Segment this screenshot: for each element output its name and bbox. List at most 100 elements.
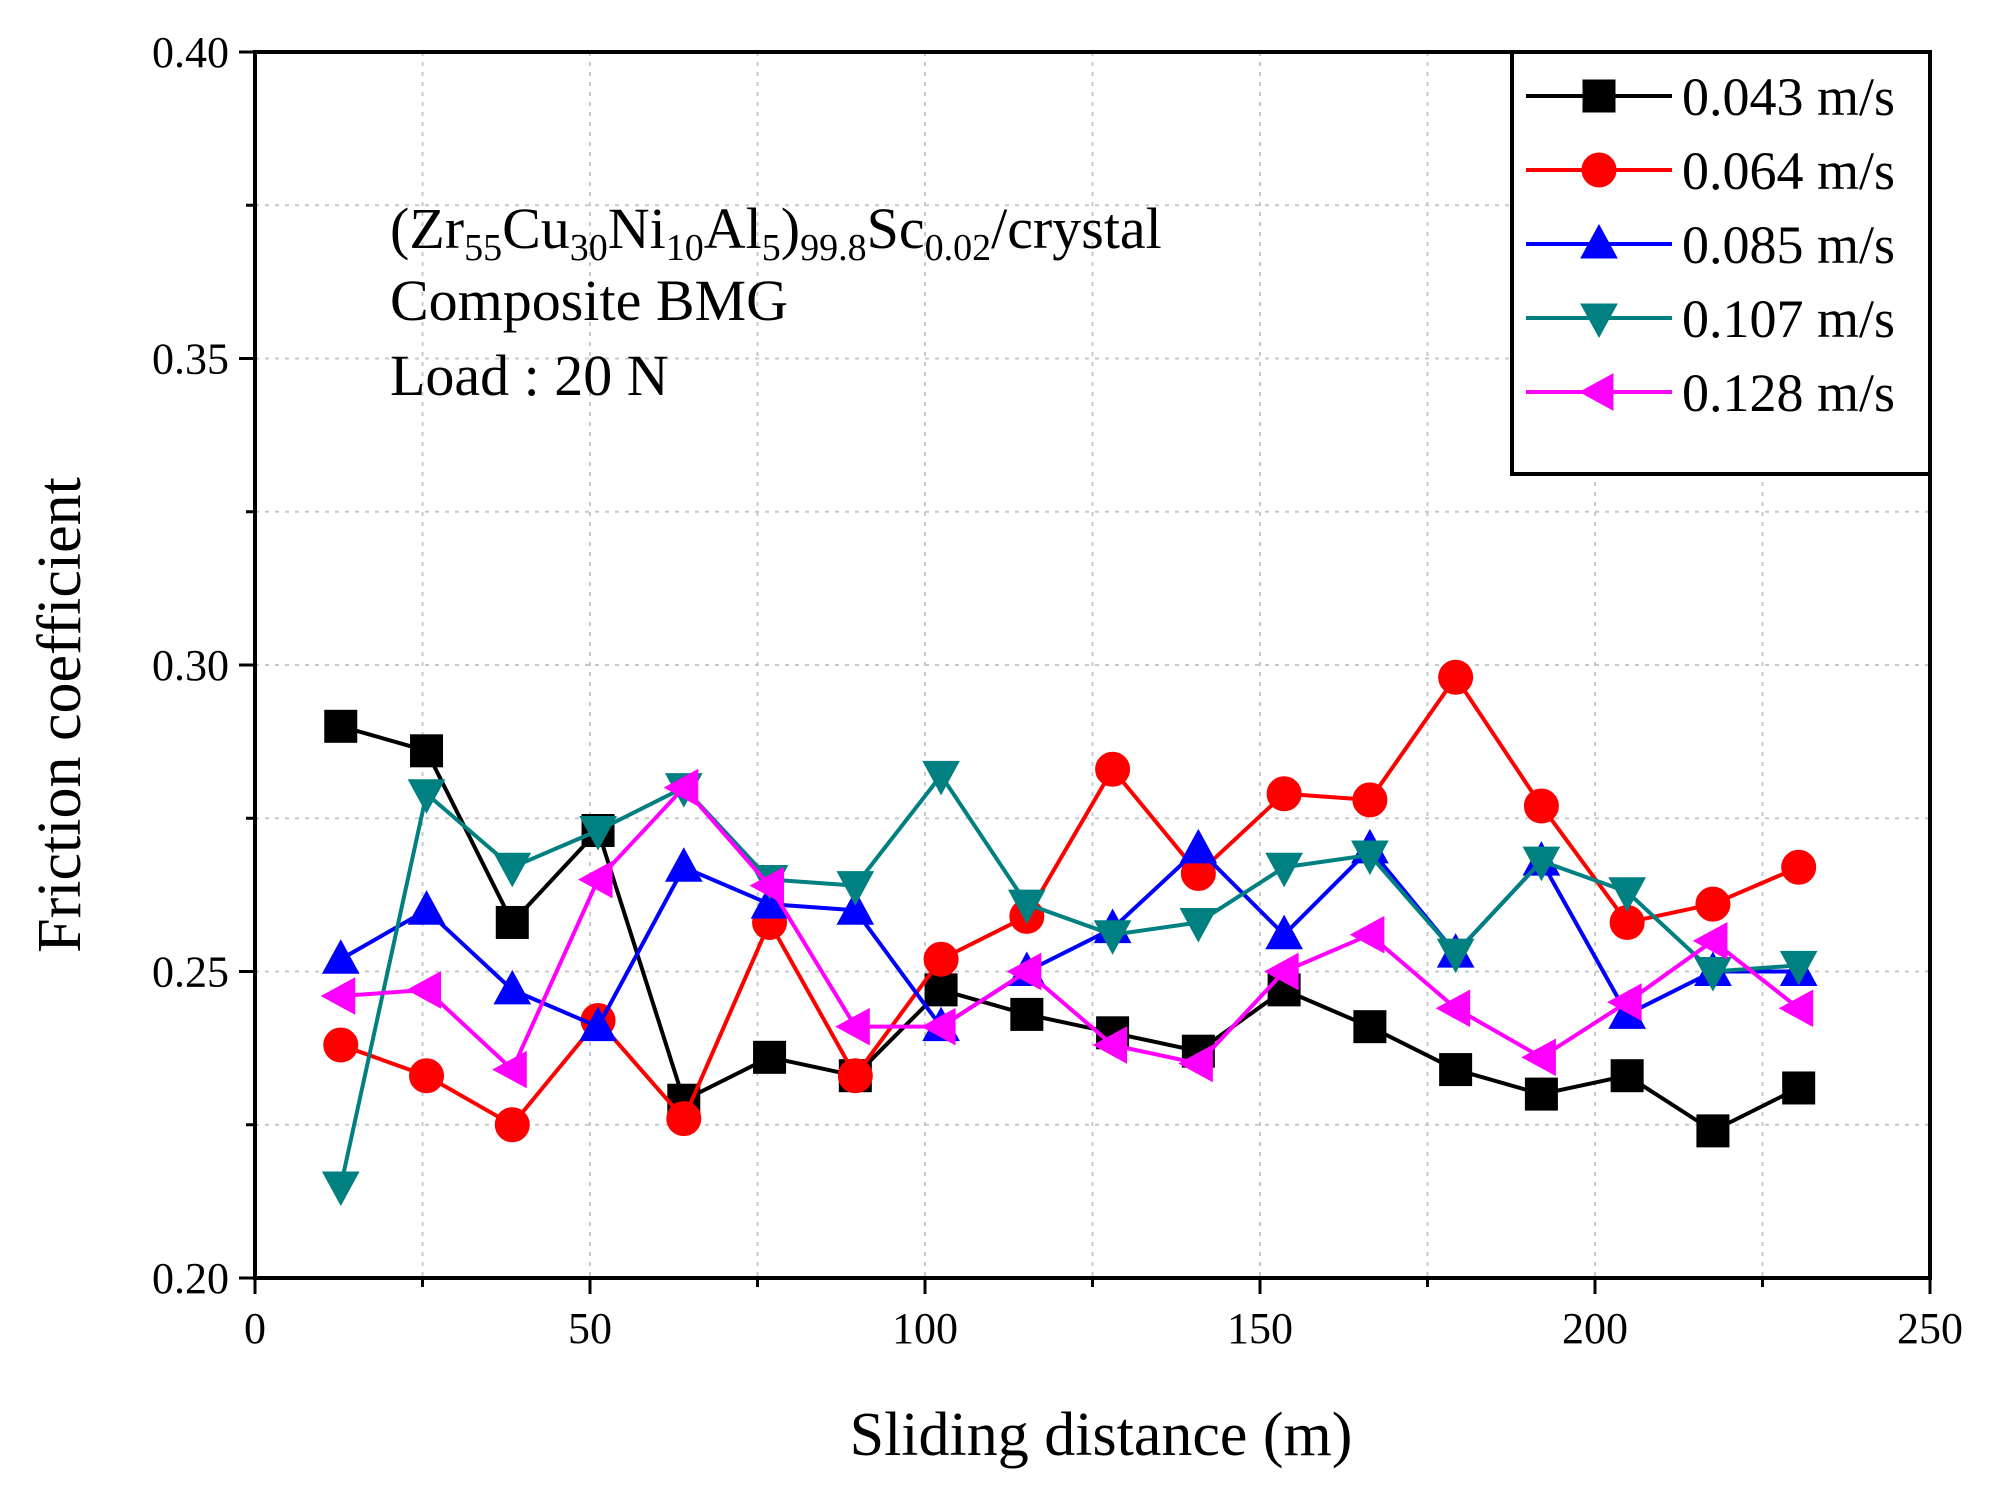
data-point	[1438, 659, 1474, 695]
data-point	[1439, 1053, 1473, 1087]
data-point	[1353, 1010, 1387, 1044]
data-point	[493, 969, 532, 1005]
series-line	[340, 675, 1800, 1127]
data-point	[835, 1007, 870, 1046]
x-tick-label: 200	[1562, 1304, 1628, 1353]
series-1	[323, 659, 1817, 1143]
data-point	[1092, 1026, 1128, 1064]
data-point	[323, 1027, 359, 1063]
data-point	[1265, 914, 1303, 950]
data-point	[1778, 989, 1814, 1028]
legend-marker	[1580, 303, 1618, 339]
y-tick-label: 0.30	[152, 641, 229, 690]
data-point	[1093, 920, 1132, 955]
legend-item: 0.064 m/s	[1526, 141, 1895, 201]
legend: 0.043 m/s 0.064 m/s 0.085 m/s 0.107 m/s 0.12…	[1510, 50, 1932, 476]
data-point	[407, 779, 446, 814]
x-tick-label: 0	[244, 1304, 266, 1353]
series-4	[320, 768, 1814, 1089]
data-point	[494, 1107, 530, 1143]
series-layer	[320, 659, 1818, 1207]
legend-label: 0.128 m/s	[1682, 363, 1895, 423]
data-point	[321, 939, 360, 974]
legend-item: 0.107 m/s	[1526, 289, 1895, 349]
data-point	[1522, 846, 1561, 882]
data-point	[837, 1058, 873, 1094]
data-point	[1694, 957, 1732, 992]
legend-label: 0.064 m/s	[1682, 141, 1895, 201]
data-point	[1436, 938, 1475, 974]
data-point	[321, 1171, 360, 1207]
legend-marker	[1578, 373, 1614, 411]
annotation-composite: Composite BMG	[390, 268, 788, 333]
data-point	[1695, 886, 1731, 922]
data-point	[1179, 907, 1218, 943]
legend-label: 0.107 m/s	[1682, 289, 1895, 349]
data-point	[663, 768, 699, 807]
data-point	[1521, 1038, 1556, 1077]
data-point	[664, 847, 703, 882]
grid-layer	[255, 52, 1930, 1278]
data-point	[495, 905, 529, 939]
x-axis-title: Sliding distance (m)	[850, 1401, 1353, 1469]
data-point	[1523, 788, 1559, 824]
x-tick-label: 100	[892, 1304, 958, 1353]
y-tick-label: 0.25	[152, 948, 229, 997]
ticks-layer: 0 50 100 150 200 250 0.20 0.25 0.30 0.35 0.40	[152, 28, 1963, 1353]
legend-item: 0.043 m/s	[1526, 67, 1895, 127]
annotation-formula: (Zr55Cu30Ni10Al5)99.8Sc0.02/crystal	[390, 196, 1162, 269]
data-point	[1608, 877, 1647, 912]
data-point	[1179, 828, 1218, 864]
legend-marker	[1581, 152, 1617, 188]
data-point	[1266, 776, 1302, 812]
data-point	[666, 1101, 702, 1137]
y-axis-title: Friction coefficient	[26, 477, 94, 953]
data-point	[749, 866, 785, 905]
y-tick-label: 0.35	[152, 335, 229, 384]
series-line	[338, 773, 1799, 1187]
data-point	[410, 734, 444, 768]
x-tick-label: 50	[568, 1304, 612, 1353]
data-point	[1782, 1071, 1816, 1105]
data-point	[493, 852, 532, 888]
data-point	[492, 1050, 527, 1089]
data-point	[579, 1006, 617, 1042]
data-point	[923, 941, 959, 977]
data-point	[407, 890, 446, 925]
legend-item: 0.085 m/s	[1526, 215, 1895, 275]
legend-marker	[1580, 223, 1618, 259]
y-tick-label: 0.20	[152, 1254, 229, 1303]
data-point	[1349, 915, 1385, 954]
data-point	[1265, 852, 1303, 888]
data-point	[1781, 849, 1817, 885]
legend-item: 0.128 m/s	[1526, 363, 1895, 423]
legend-label: 0.085 m/s	[1682, 215, 1895, 275]
y-tick-label: 0.40	[152, 28, 229, 77]
data-point	[1010, 997, 1044, 1031]
legend-label: 0.043 m/s	[1682, 67, 1895, 127]
series-line	[339, 846, 1799, 1029]
data-point	[1007, 889, 1046, 925]
data-point	[1006, 952, 1042, 991]
data-point	[1692, 922, 1728, 960]
data-point	[406, 971, 442, 1009]
data-point	[1610, 1059, 1644, 1093]
data-point	[1264, 952, 1299, 991]
x-tick-label: 250	[1897, 1304, 1963, 1353]
data-point	[1351, 840, 1389, 876]
data-point	[1696, 1114, 1730, 1148]
data-point	[922, 760, 960, 796]
legend-marker	[1582, 79, 1616, 113]
data-point	[924, 973, 958, 1007]
series-3	[321, 760, 1818, 1207]
data-point	[1435, 989, 1471, 1028]
data-point	[1095, 751, 1131, 787]
legend-box	[1510, 50, 1932, 476]
annotation-block: (Zr55Cu30Ni10Al5)99.8Sc0.02/crystal Comp…	[390, 196, 1162, 408]
data-point	[1607, 983, 1642, 1021]
data-point	[836, 890, 875, 925]
data-point	[579, 816, 617, 851]
data-point	[1178, 1044, 1213, 1083]
data-point	[1524, 1077, 1558, 1111]
